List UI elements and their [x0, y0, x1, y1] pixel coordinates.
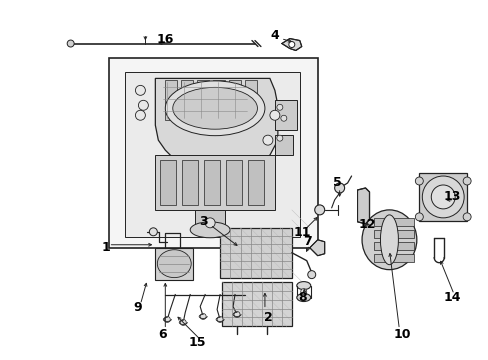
- Text: 15: 15: [188, 336, 205, 349]
- Ellipse shape: [422, 176, 463, 218]
- Bar: [222, 282, 291, 327]
- Text: 11: 11: [293, 226, 311, 239]
- Text: 12: 12: [358, 218, 375, 231]
- Circle shape: [334, 183, 344, 193]
- Circle shape: [280, 115, 286, 121]
- Text: 6: 6: [158, 328, 166, 341]
- Circle shape: [307, 271, 315, 279]
- Text: 1: 1: [101, 241, 110, 254]
- Circle shape: [149, 228, 157, 236]
- Ellipse shape: [296, 282, 310, 289]
- Circle shape: [462, 177, 470, 185]
- Circle shape: [314, 205, 324, 215]
- Circle shape: [164, 316, 170, 323]
- Circle shape: [269, 110, 279, 120]
- Circle shape: [67, 40, 74, 47]
- Text: 7: 7: [303, 235, 311, 248]
- Circle shape: [200, 314, 206, 319]
- Bar: [374, 242, 413, 250]
- Circle shape: [263, 135, 272, 145]
- Bar: [274, 100, 296, 130]
- Bar: [374, 254, 413, 262]
- Circle shape: [138, 100, 148, 110]
- Bar: [247, 160, 264, 205]
- Text: 14: 14: [443, 291, 460, 304]
- Polygon shape: [281, 39, 301, 50]
- Bar: [374, 218, 413, 226]
- Ellipse shape: [361, 210, 416, 270]
- Bar: [155, 155, 274, 210]
- Circle shape: [276, 135, 282, 141]
- Bar: [160, 160, 176, 205]
- Text: 2: 2: [263, 311, 272, 324]
- Circle shape: [217, 316, 223, 323]
- Bar: [228, 80, 241, 120]
- Circle shape: [414, 177, 423, 185]
- Bar: [195, 210, 224, 228]
- Text: 10: 10: [393, 328, 410, 341]
- Bar: [220, 228, 291, 278]
- Text: 16: 16: [156, 33, 174, 46]
- Bar: [203, 160, 220, 205]
- Circle shape: [205, 218, 215, 228]
- Bar: [197, 80, 209, 120]
- Ellipse shape: [296, 293, 310, 302]
- Bar: [419, 173, 466, 221]
- Circle shape: [430, 185, 454, 209]
- Ellipse shape: [172, 87, 257, 129]
- Bar: [181, 80, 193, 120]
- Bar: [274, 135, 292, 155]
- Bar: [213, 80, 224, 120]
- Polygon shape: [155, 78, 277, 172]
- Circle shape: [300, 289, 306, 294]
- Circle shape: [462, 213, 470, 221]
- Bar: [125, 72, 299, 237]
- Ellipse shape: [190, 222, 229, 238]
- Polygon shape: [357, 188, 369, 224]
- Bar: [155, 248, 193, 280]
- Bar: [244, 80, 256, 120]
- Circle shape: [180, 319, 186, 325]
- Text: 5: 5: [333, 176, 341, 189]
- Circle shape: [234, 311, 240, 318]
- Ellipse shape: [380, 215, 398, 265]
- Bar: [225, 160, 242, 205]
- Circle shape: [288, 41, 294, 48]
- Text: 9: 9: [133, 301, 142, 314]
- Circle shape: [276, 104, 282, 110]
- Ellipse shape: [157, 250, 191, 278]
- Bar: [165, 80, 177, 120]
- Bar: [108, 58, 317, 248]
- Text: 13: 13: [443, 190, 460, 203]
- Text: 3: 3: [199, 215, 207, 228]
- Circle shape: [135, 85, 145, 95]
- Text: 8: 8: [298, 291, 306, 304]
- Ellipse shape: [165, 81, 264, 136]
- Circle shape: [414, 213, 423, 221]
- Text: 4: 4: [270, 29, 279, 42]
- Bar: [182, 160, 198, 205]
- Bar: [374, 230, 413, 238]
- Polygon shape: [309, 240, 324, 256]
- Circle shape: [135, 110, 145, 120]
